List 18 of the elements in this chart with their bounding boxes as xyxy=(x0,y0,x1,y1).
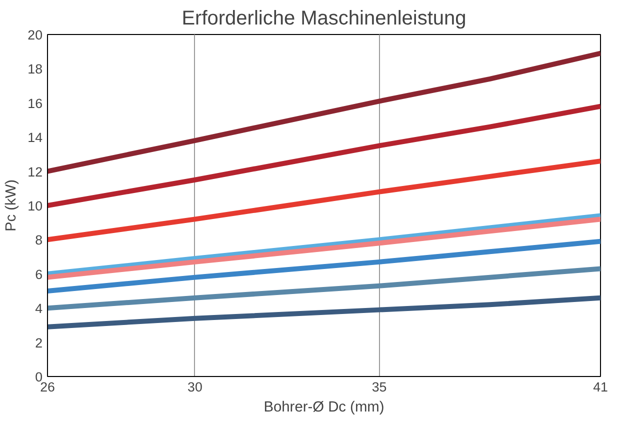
y-tick-label: 12 xyxy=(28,164,43,180)
y-tick-label: 2 xyxy=(35,335,43,350)
y-tick-label: 10 xyxy=(28,198,43,214)
y-tick-label: 20 xyxy=(28,28,43,42)
y-tick-label: 6 xyxy=(35,266,43,282)
y-tick-label: 14 xyxy=(28,130,44,146)
x-tick-label: 35 xyxy=(372,380,387,394)
y-tick-label: 18 xyxy=(28,62,43,77)
x-tick-label: 41 xyxy=(593,380,608,394)
y-tick-label: 0 xyxy=(35,370,43,384)
y-axis-title: Pc (kW) xyxy=(4,179,20,232)
y-tick-label: 16 xyxy=(28,96,43,111)
x-tick-label: 30 xyxy=(188,380,202,394)
y-tick-label: 4 xyxy=(35,301,44,316)
y-tick-label: 8 xyxy=(35,232,43,248)
chart-title: Erforderliche Maschinenleistung xyxy=(182,8,466,30)
x-tick-label: 26 xyxy=(40,380,55,394)
x-axis-title: Bohrer-Ø Dc (mm) xyxy=(264,400,384,416)
